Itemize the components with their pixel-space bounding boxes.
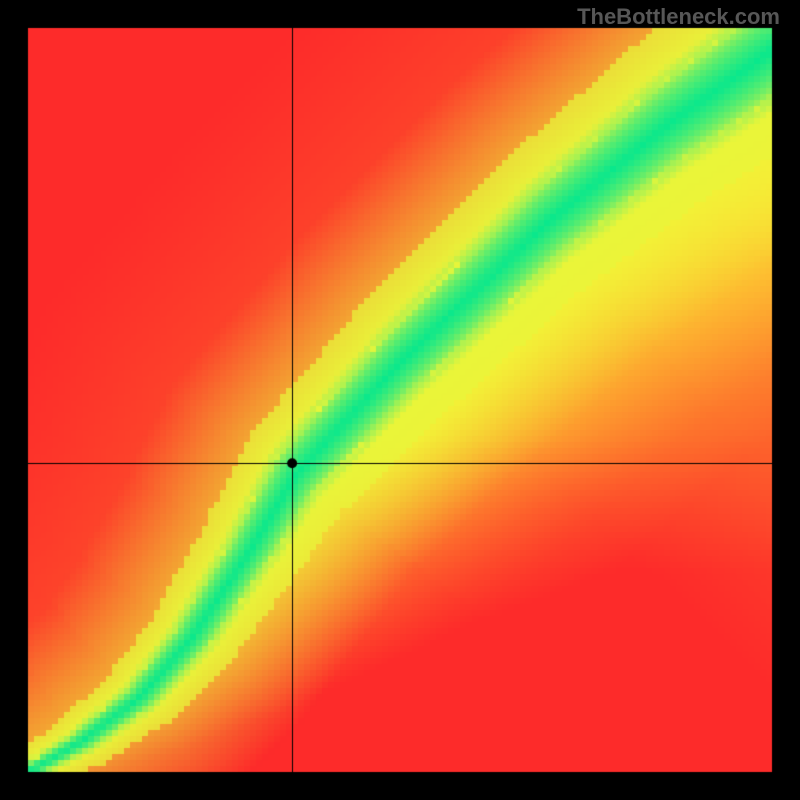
watermark-text: TheBottleneck.com <box>577 4 780 30</box>
bottleneck-heatmap <box>0 0 800 800</box>
